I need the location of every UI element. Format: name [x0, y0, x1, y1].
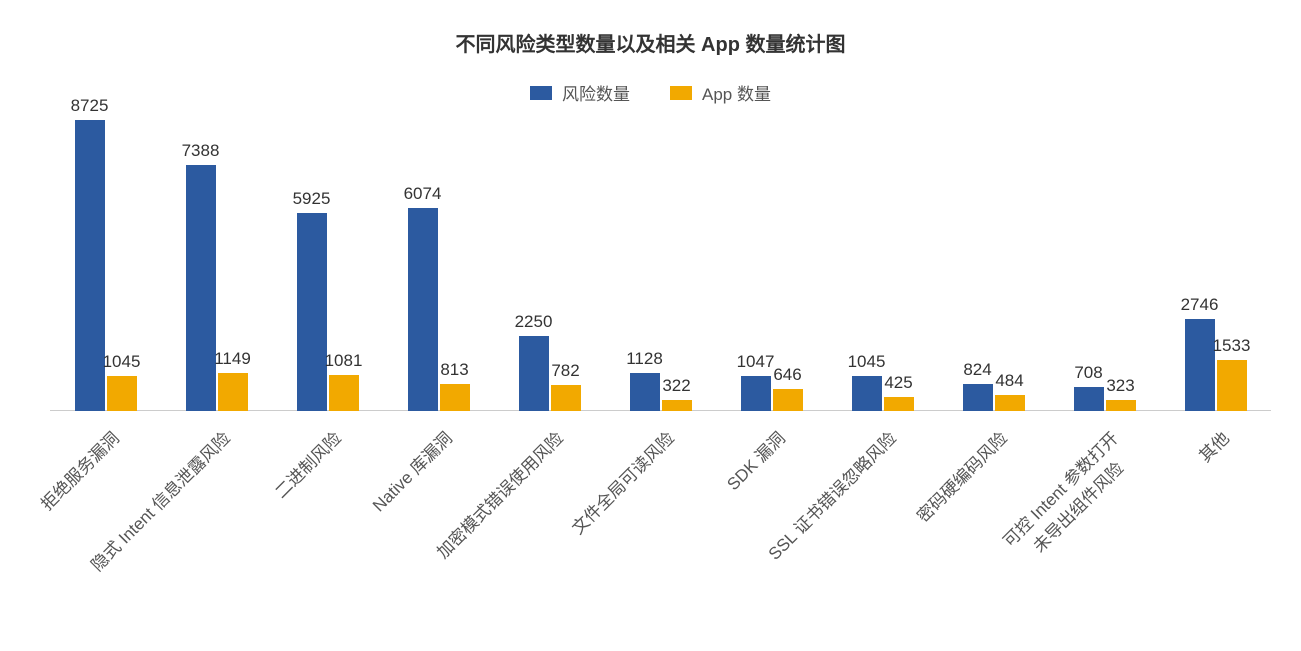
bars: 1047646	[716, 376, 827, 411]
x-label-group: 隐式 Intent 信息泄露风险	[161, 411, 272, 651]
bar-group: 1128322	[605, 120, 716, 411]
legend-item: App 数量	[670, 80, 771, 105]
x-label-group: 其他	[1160, 411, 1271, 651]
bar: 824	[963, 384, 993, 411]
bar-value-label: 708	[1074, 363, 1102, 387]
legend-item: 风险数量	[530, 80, 630, 105]
bar-value-label: 322	[662, 376, 690, 400]
x-axis-label: 二进制风险	[267, 425, 345, 503]
bar-group: 73881149	[161, 120, 272, 411]
bar-value-label: 813	[440, 360, 468, 384]
bar-chart: 不同风险类型数量以及相关 App 数量统计图 风险数量App 数量 872510…	[0, 0, 1301, 651]
bars: 1045425	[827, 376, 938, 411]
bar-value-label: 2746	[1181, 295, 1219, 319]
bar: 1047	[741, 376, 771, 411]
legend: 风险数量 App 数量	[0, 80, 1301, 105]
bar-value-label: 484	[995, 371, 1023, 395]
bar-value-label: 1081	[325, 351, 363, 375]
bars: 27461533	[1160, 319, 1271, 411]
bar: 6074	[408, 208, 438, 411]
x-axis-label: 其他	[1191, 425, 1233, 467]
plot-area: 8725104573881149592510816074813225078211…	[50, 120, 1271, 411]
bar-value-label: 323	[1106, 376, 1134, 400]
legend-swatch	[530, 86, 552, 100]
x-label-group: SSL 证书错误忽略风险	[827, 411, 938, 651]
bar-group: 2250782	[494, 120, 605, 411]
bar-value-label: 7388	[182, 141, 220, 165]
bar-value-label: 6074	[404, 184, 442, 208]
bar: 425	[884, 397, 914, 411]
legend-label: 风险数量	[562, 80, 630, 105]
bar-value-label: 2250	[515, 312, 553, 336]
bar: 782	[551, 385, 581, 411]
bar-value-label: 1149	[214, 349, 251, 373]
bar-group: 87251045	[50, 120, 161, 411]
bar-value-label: 646	[773, 365, 801, 389]
bar: 323	[1106, 400, 1136, 411]
bar-group: 1045425	[827, 120, 938, 411]
x-label-group: 二进制风险	[272, 411, 383, 651]
bar-value-label: 1128	[626, 349, 663, 373]
bar-group: 1047646	[716, 120, 827, 411]
x-label-group: 文件全局可读风险	[605, 411, 716, 651]
bar: 5925	[297, 213, 327, 411]
bar: 322	[662, 400, 692, 411]
x-label-group: 可控 Intent 参数打开未导出组件风险	[1049, 411, 1160, 651]
bars: 1128322	[605, 373, 716, 411]
bar: 7388	[186, 165, 216, 411]
bar: 1149	[218, 373, 248, 411]
bar: 646	[773, 389, 803, 411]
bars: 73881149	[161, 165, 272, 411]
bar: 1533	[1217, 360, 1247, 411]
bar: 484	[995, 395, 1025, 411]
bar: 708	[1074, 387, 1104, 411]
bar-value-label: 1045	[848, 352, 886, 376]
bar-value-label: 1045	[103, 352, 141, 376]
bars: 2250782	[494, 336, 605, 411]
bars: 708323	[1049, 387, 1160, 411]
bar: 813	[440, 384, 470, 411]
bar-group: 27461533	[1160, 120, 1271, 411]
bar-group: 824484	[938, 120, 1049, 411]
bar: 1081	[329, 375, 359, 411]
bar: 8725	[75, 120, 105, 411]
chart-title: 不同风险类型数量以及相关 App 数量统计图	[0, 28, 1301, 57]
x-axis-labels: 拒绝服务漏洞隐式 Intent 信息泄露风险二进制风险Native 库漏洞加密模…	[50, 411, 1271, 651]
bars: 59251081	[272, 213, 383, 411]
bar: 1128	[630, 373, 660, 411]
bar: 1045	[852, 376, 882, 411]
bar-value-label: 425	[884, 373, 912, 397]
bar-value-label: 1533	[1213, 336, 1251, 360]
bar-value-label: 1047	[737, 352, 775, 376]
bar-value-label: 5925	[293, 189, 331, 213]
bar-value-label: 8725	[71, 96, 109, 120]
x-axis-label: SDK 漏洞	[719, 425, 789, 495]
legend-swatch	[670, 86, 692, 100]
bar: 2250	[519, 336, 549, 411]
bar-group: 6074813	[383, 120, 494, 411]
bars: 824484	[938, 384, 1049, 411]
legend-label: App 数量	[702, 80, 771, 105]
bar-group: 59251081	[272, 120, 383, 411]
bars: 87251045	[50, 120, 161, 411]
bar-value-label: 824	[963, 360, 991, 384]
bar: 1045	[107, 376, 137, 411]
bars: 6074813	[383, 208, 494, 411]
x-axis-label: 拒绝服务漏洞	[33, 425, 123, 515]
bar-value-label: 782	[551, 361, 579, 385]
bar: 2746	[1185, 319, 1215, 411]
bar-group: 708323	[1049, 120, 1160, 411]
